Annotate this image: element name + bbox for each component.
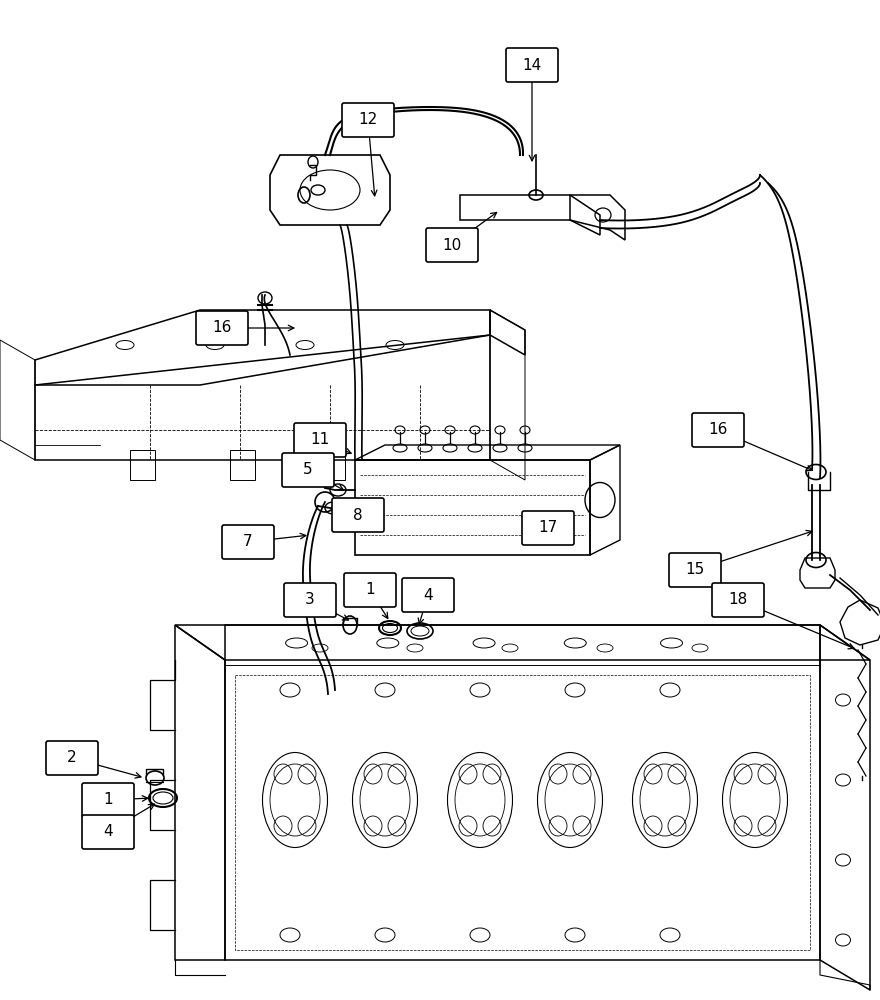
Text: 3: 3 [305, 592, 315, 607]
FancyBboxPatch shape [46, 741, 98, 775]
Text: 11: 11 [311, 432, 330, 448]
Text: 16: 16 [708, 422, 728, 438]
Text: 4: 4 [103, 824, 113, 840]
FancyBboxPatch shape [402, 578, 454, 612]
Text: 4: 4 [423, 587, 433, 602]
FancyBboxPatch shape [282, 453, 334, 487]
Text: 18: 18 [729, 592, 748, 607]
Text: 16: 16 [212, 320, 231, 336]
FancyBboxPatch shape [284, 583, 336, 617]
FancyBboxPatch shape [669, 553, 721, 587]
Text: 1: 1 [103, 792, 113, 808]
Text: 17: 17 [539, 520, 558, 536]
FancyBboxPatch shape [342, 103, 394, 137]
FancyBboxPatch shape [82, 815, 134, 849]
Text: 8: 8 [353, 508, 363, 522]
FancyBboxPatch shape [712, 583, 764, 617]
Text: 1: 1 [365, 582, 375, 597]
FancyBboxPatch shape [294, 423, 346, 457]
FancyBboxPatch shape [344, 573, 396, 607]
FancyBboxPatch shape [522, 511, 574, 545]
Text: 14: 14 [523, 57, 541, 73]
Text: 10: 10 [443, 237, 462, 252]
FancyBboxPatch shape [506, 48, 558, 82]
Text: 15: 15 [686, 562, 705, 578]
Text: 12: 12 [358, 112, 378, 127]
FancyBboxPatch shape [222, 525, 274, 559]
FancyBboxPatch shape [692, 413, 744, 447]
FancyBboxPatch shape [82, 783, 134, 817]
FancyBboxPatch shape [426, 228, 478, 262]
FancyBboxPatch shape [332, 498, 384, 532]
Text: 5: 5 [304, 462, 312, 478]
FancyBboxPatch shape [196, 311, 248, 345]
Text: 2: 2 [67, 750, 77, 766]
Text: 7: 7 [243, 534, 253, 550]
